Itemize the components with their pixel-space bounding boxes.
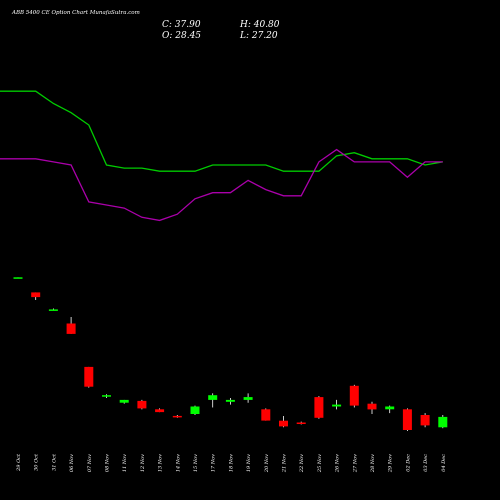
candle-body [420, 415, 430, 426]
x-tick-label: 29 Nov [388, 454, 394, 473]
x-tick-label: 14 Nov [175, 454, 181, 472]
candle-body [137, 400, 147, 409]
x-tick-label: 25 Nov [317, 454, 323, 473]
candle-body [172, 415, 182, 418]
x-axis-tick-labels: 29 Oct 30 Oct 31 Oct 06 Nov 07 Nov 08 Nov 11 N… [16, 453, 447, 473]
x-tick-label: 15 Nov [193, 454, 199, 472]
x-tick-label: 27 Nov [352, 454, 358, 473]
candle-body [66, 323, 76, 334]
candle-body [13, 277, 23, 279]
indicator-line-2 [0, 148, 443, 222]
x-tick-label: 04 Dec [441, 454, 447, 472]
candle-body [155, 409, 165, 413]
low-value: L: 27.20 [239, 31, 278, 41]
high-value: H: 40.80 [239, 20, 280, 30]
x-tick-label: 07 Nov [87, 454, 93, 472]
x-tick-label: 18 Nov [228, 454, 234, 472]
candle-body [243, 397, 253, 400]
x-tick-label: 26 Nov [335, 454, 341, 473]
candle-body [279, 420, 288, 427]
x-tick-label: 12 Nov [140, 454, 146, 472]
candle-body [438, 416, 448, 428]
x-tick-label: 03 Dec [423, 454, 429, 472]
candle-body [296, 422, 306, 424]
close-value: C: 37.90 [162, 20, 201, 30]
x-tick-label: 19 Nov [246, 454, 252, 472]
candle-body [225, 399, 235, 402]
x-tick-label: 06 Nov [69, 454, 75, 472]
x-tick-label: 13 Nov [158, 454, 164, 472]
indicator-lines [0, 90, 443, 222]
indicator-line-1 [0, 90, 443, 172]
candle-body [84, 366, 94, 387]
candle-body [119, 399, 129, 403]
x-tick-label: 17 Nov [211, 454, 217, 472]
x-tick-label: 29 Oct [16, 453, 22, 472]
candle-body [208, 395, 218, 400]
x-tick-label: 22 Nov [299, 454, 305, 473]
candle-body [102, 395, 111, 397]
candle-body [349, 385, 359, 406]
candle-body [190, 406, 200, 414]
x-tick-label: 20 Nov [264, 454, 270, 473]
open-value: O: 28.45 [162, 31, 201, 41]
x-tick-label: 02 Dec [405, 454, 411, 472]
candle-body [314, 397, 324, 418]
candle-body [261, 409, 271, 421]
x-tick-label: 11 Nov [122, 454, 128, 472]
x-tick-label: 08 Nov [105, 454, 111, 472]
x-tick-label: 21 Nov [282, 454, 288, 473]
x-tick-label: 28 Nov [370, 454, 376, 473]
candle-body [31, 292, 41, 298]
candle-body [385, 406, 395, 410]
candle-body [332, 404, 342, 407]
candle-body [367, 403, 377, 410]
chart-title: ABB 5400 CE Option Chart MunafaSutra.com [11, 10, 140, 16]
candle-body [402, 409, 412, 430]
x-tick-label: 30 Oct [34, 453, 40, 471]
x-tick-label: 31 Oct [51, 453, 57, 471]
candle-body [48, 309, 58, 311]
candlesticks [13, 277, 448, 432]
